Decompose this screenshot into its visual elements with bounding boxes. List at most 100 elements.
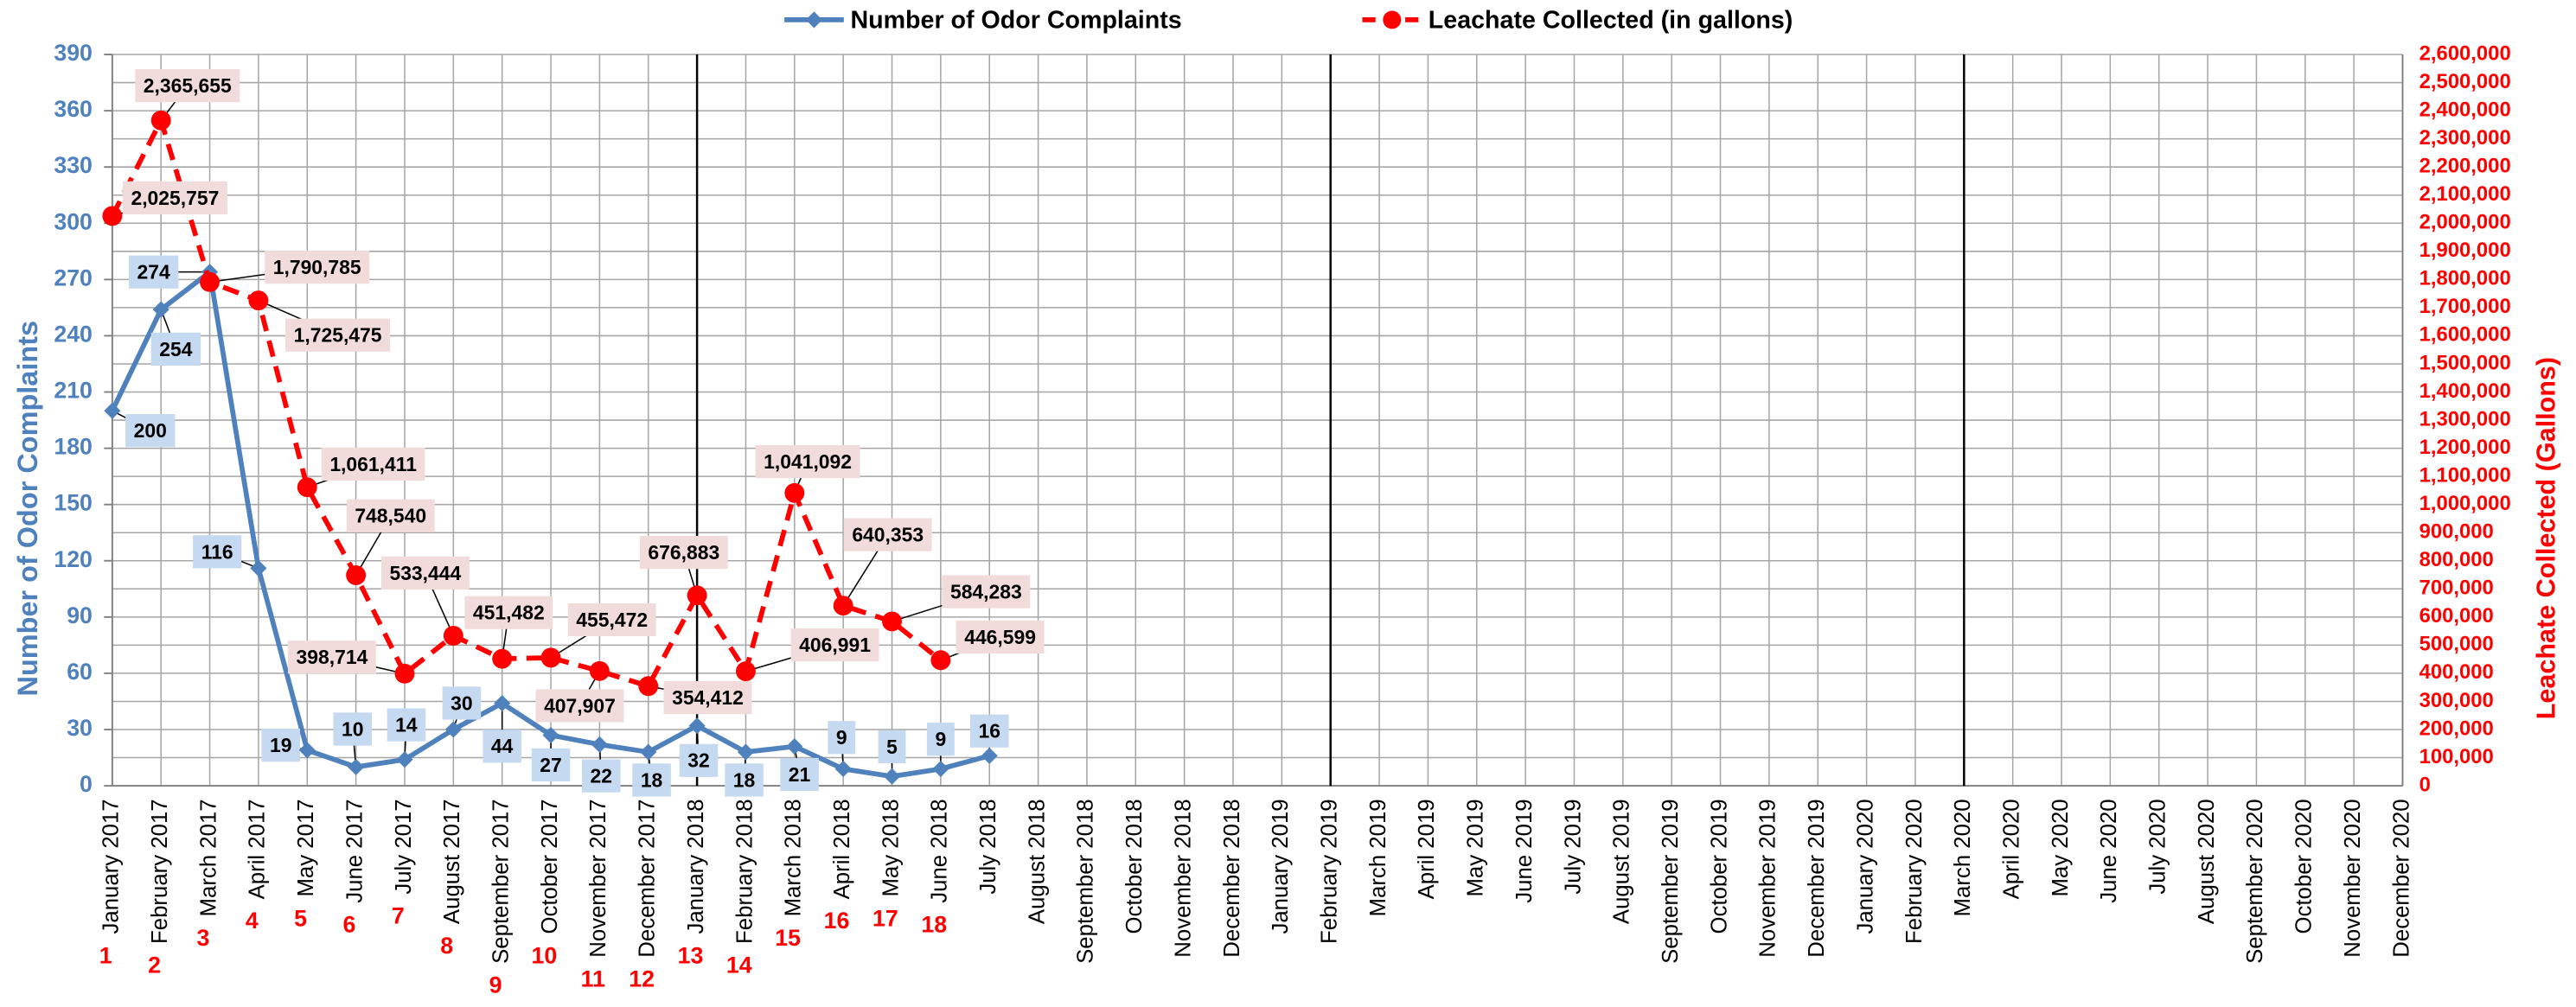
data-label-box [567,602,656,637]
legend-label: Leachate Collected (in gallons) [1429,6,1793,34]
x-tick-label: August 2018 [1025,799,1049,924]
month-number: 5 [294,905,307,931]
data-label: 254 [159,338,192,360]
x-tick-label: July 2018 [976,799,1000,894]
data-label: 116 [201,540,233,563]
y-tick-label: 210 [54,378,93,404]
marker [346,565,367,585]
data-label: 446,599 [964,626,1036,648]
data-label: 640,353 [852,524,924,546]
x-tick-label: March 2019 [1366,799,1390,916]
x-tick-label: February 2019 [1318,799,1342,944]
data-labels: 2,025,757 2,365,655 1,790,785 1,725,475 1,06… [112,69,1045,723]
data-label-box [755,444,860,479]
y2-tick-label: 100,000 [2419,745,2494,768]
data-label-box [122,181,227,214]
marker [882,611,902,632]
marker [930,650,951,671]
y-tick-label: 0 [80,771,93,797]
data-label: 451,482 [473,602,545,624]
y2-tick-label: 800,000 [2419,548,2494,571]
legend-marker [805,11,822,29]
y2-tick-label: 0 [2419,773,2431,796]
marker [591,736,608,753]
y-tick-label: 180 [54,434,93,460]
y2-tick-label: 2,100,000 [2419,182,2511,206]
data-label-box [285,318,391,352]
data-label: 44 [491,735,514,757]
legend-label: Number of Odor Complaints [850,6,1181,34]
month-number: 7 [392,902,405,928]
data-label: 1,725,475 [294,324,382,347]
x-tick-label: December 2019 [1805,799,1829,957]
data-label-box [261,729,301,762]
data-label-box [135,69,240,103]
data-label: 455,472 [576,609,648,631]
x-tick-label: May 2018 [879,799,903,896]
marker [494,695,511,712]
x-tick-label: January 2017 [99,799,124,934]
x-tick-label: December 2018 [1220,799,1244,957]
month-number: 10 [532,942,558,968]
data-label: 676,883 [648,541,719,564]
marker [737,743,755,761]
data-label-box [288,641,376,674]
marker [394,663,415,684]
y2-tick-label: 700,000 [2419,577,2494,600]
y2-tick-label: 2,200,000 [2419,154,2511,177]
x-tick-label: August 2019 [1610,799,1634,924]
data-label-box [128,255,179,289]
data-label-box [483,730,521,763]
data-label-box [442,686,482,720]
x-tick-label: September 2020 [2243,799,2267,964]
y2-tick-label: 900,000 [2419,520,2494,544]
x-tick-label: January 2018 [684,799,708,934]
x-tick-label: March 2020 [1951,799,1975,916]
marker [786,737,803,755]
data-label: 14 [395,714,418,736]
y2-tick-label: 1,500,000 [2419,351,2511,374]
legend-marker [1383,10,1402,29]
x-tick-label: February 2017 [148,799,172,944]
y2-tick-label: 1,900,000 [2419,239,2511,262]
data-label: 10 [342,717,363,740]
x-tick-label: July 2019 [1561,799,1585,894]
marker [152,301,169,318]
data-label-box [125,414,176,448]
y2-tick-label: 1,600,000 [2419,323,2511,347]
y2-tick-label: 2,000,000 [2419,211,2511,234]
y-tick-label: 360 [54,96,93,122]
x-tick-label: June 2017 [342,799,367,902]
x-tick-label: August 2017 [440,799,464,924]
data-labels: 200 254 274 116 19 10 14 30 44 27 22 18 32 18 21 9 5 9 16 [112,255,1009,797]
marker [298,742,316,759]
x-tick-label: November 2018 [1171,799,1195,957]
y-tick-label: 30 [67,715,93,741]
x-tick-label: September 2018 [1074,799,1098,964]
data-label-box [790,628,879,662]
marker [297,477,317,498]
data-label-box [265,251,370,284]
data-label: 406,991 [799,634,871,656]
x-tick-label: February 2018 [732,799,757,944]
data-label-box [380,556,470,590]
data-label-box [926,723,955,756]
month-number: 11 [581,966,605,992]
x-tick-label: May 2017 [294,799,318,896]
data-label-box [387,708,426,742]
month-number: 13 [678,942,704,968]
y-tick-label: 90 [67,602,93,628]
x-tick-label: November 2020 [2341,799,2365,957]
marker [687,585,707,606]
data-label-box [632,763,671,797]
y2-tick-label: 300,000 [2419,689,2494,712]
data-label: 200 [134,419,167,442]
data-label-box [150,332,201,366]
data-label-box [582,759,621,793]
x-tick-label: March 2017 [196,799,221,916]
data-label-box [942,575,1031,609]
month-number: 12 [629,966,655,992]
data-label: 22 [591,765,612,787]
y2-tick-label: 1,200,000 [2419,436,2511,459]
